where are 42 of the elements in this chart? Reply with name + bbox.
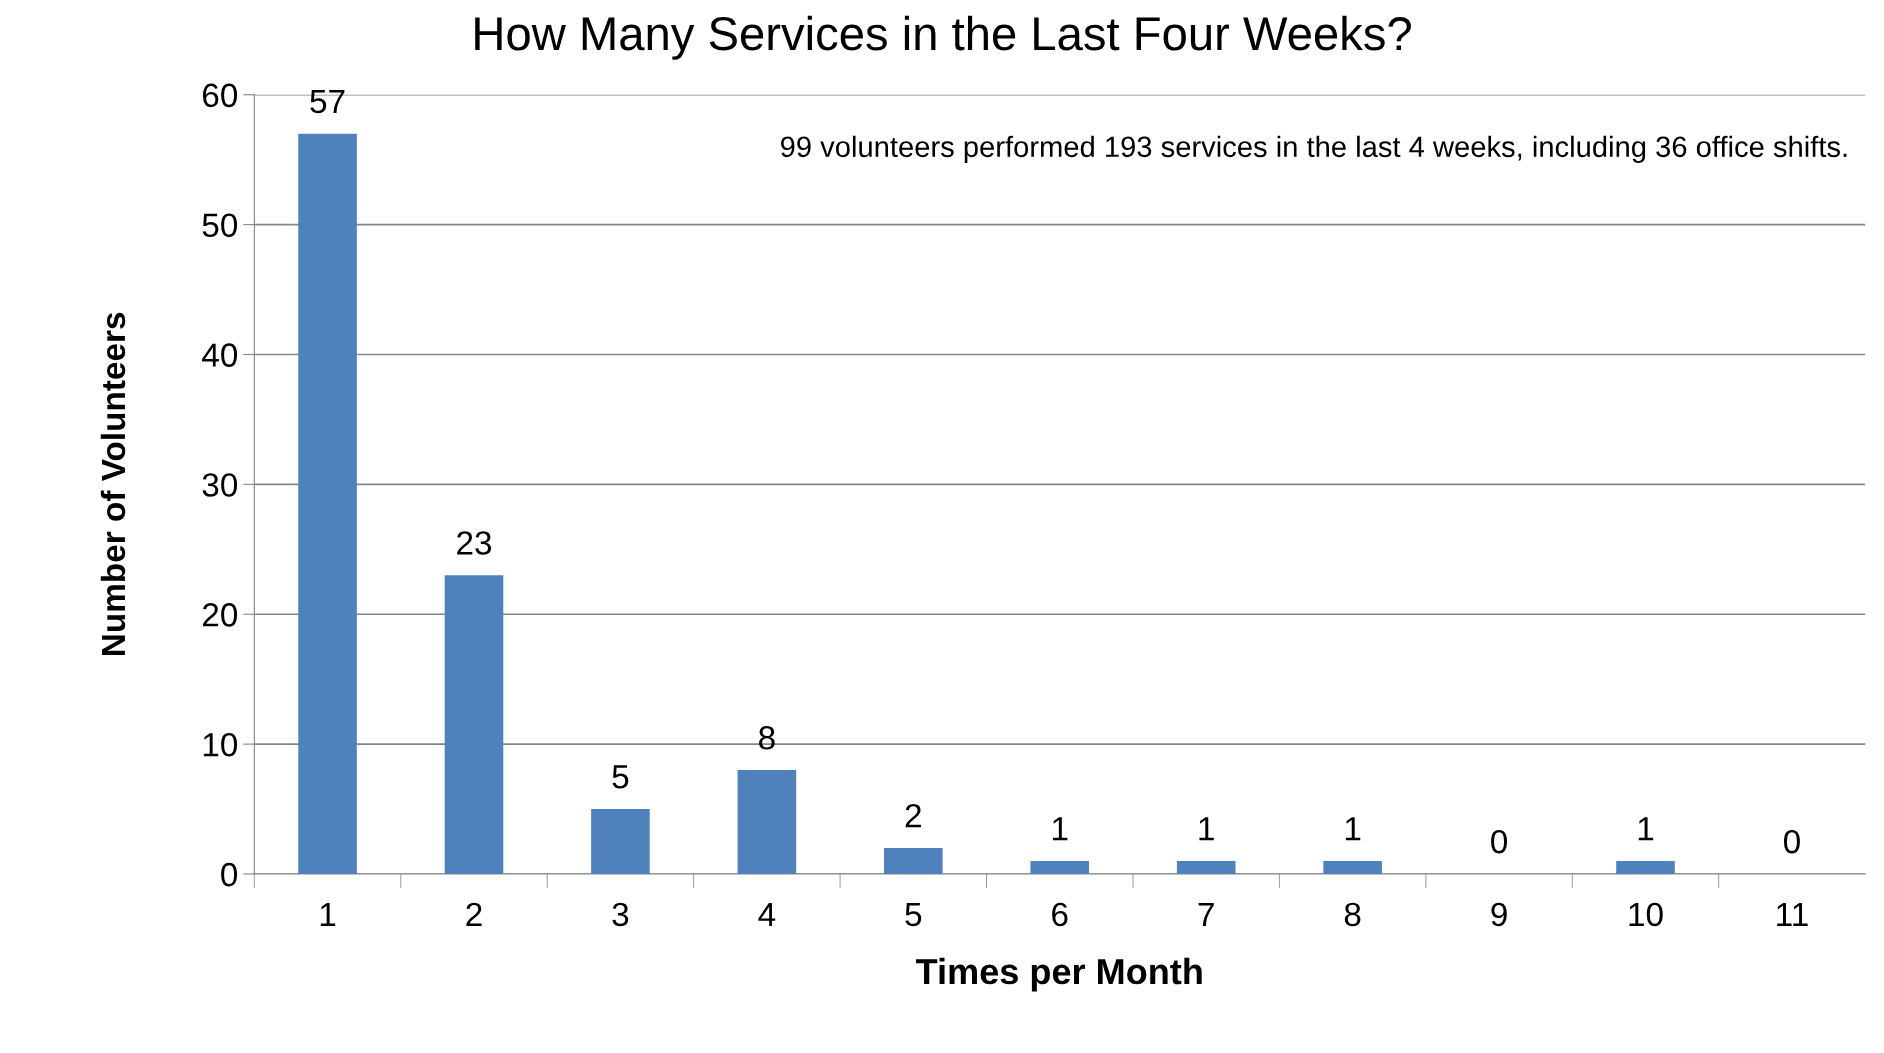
x-tick-label: 7 bbox=[1198, 902, 1214, 926]
y-tick-label: 0 bbox=[221, 862, 238, 887]
data-label: 57 bbox=[310, 89, 345, 114]
x-tick-label: 6 bbox=[1052, 902, 1068, 927]
y-tick-label: 50 bbox=[202, 213, 238, 238]
x-tick-label: 5 bbox=[905, 902, 922, 927]
bar bbox=[1176, 861, 1236, 874]
y-axis-title: Number of Volunteers bbox=[100, 312, 126, 656]
data-label: 5 bbox=[612, 765, 629, 789]
x-axis-title: Times per Month bbox=[916, 957, 1202, 992]
x-tick-label: 1 bbox=[320, 902, 336, 926]
data-label: 8 bbox=[759, 726, 775, 750]
x-tick-label: 2 bbox=[466, 902, 482, 926]
bar bbox=[1616, 861, 1675, 874]
bar bbox=[591, 809, 650, 874]
x-tick-label: 8 bbox=[1344, 902, 1361, 927]
x-tick-label: 4 bbox=[758, 902, 776, 926]
data-label: 23 bbox=[457, 531, 492, 555]
data-label: 1 bbox=[1638, 817, 1654, 841]
y-tick-label: 40 bbox=[202, 343, 238, 367]
data-label: 1 bbox=[1053, 817, 1068, 841]
x-tick-label: 9 bbox=[1491, 902, 1507, 927]
data-label: 1 bbox=[1199, 817, 1214, 841]
bar bbox=[1323, 861, 1382, 874]
chart-title: How Many Services in the Last Four Weeks? bbox=[475, 15, 1411, 60]
data-label: 1 bbox=[1345, 817, 1361, 841]
y-tick-label: 20 bbox=[202, 603, 238, 627]
data-label: 0 bbox=[1491, 829, 1508, 854]
bar bbox=[884, 848, 943, 874]
y-tick-label: 30 bbox=[202, 473, 238, 497]
bar bbox=[298, 133, 357, 874]
data-label: 0 bbox=[1783, 829, 1800, 854]
y-tick-label: 10 bbox=[203, 732, 238, 757]
annotation: 99 volunteers performed 193 services in the last 4 weeks, including 36 office shifts. bbox=[780, 135, 1847, 163]
x-tick-label: 10 bbox=[1629, 902, 1663, 927]
x-tick-label: 11 bbox=[1777, 902, 1808, 926]
data-label: 2 bbox=[905, 803, 921, 828]
bar bbox=[1030, 861, 1090, 874]
x-tick-label: 3 bbox=[612, 902, 629, 927]
bar bbox=[444, 575, 504, 874]
y-tick-label: 60 bbox=[202, 83, 238, 108]
bar bbox=[737, 770, 797, 874]
